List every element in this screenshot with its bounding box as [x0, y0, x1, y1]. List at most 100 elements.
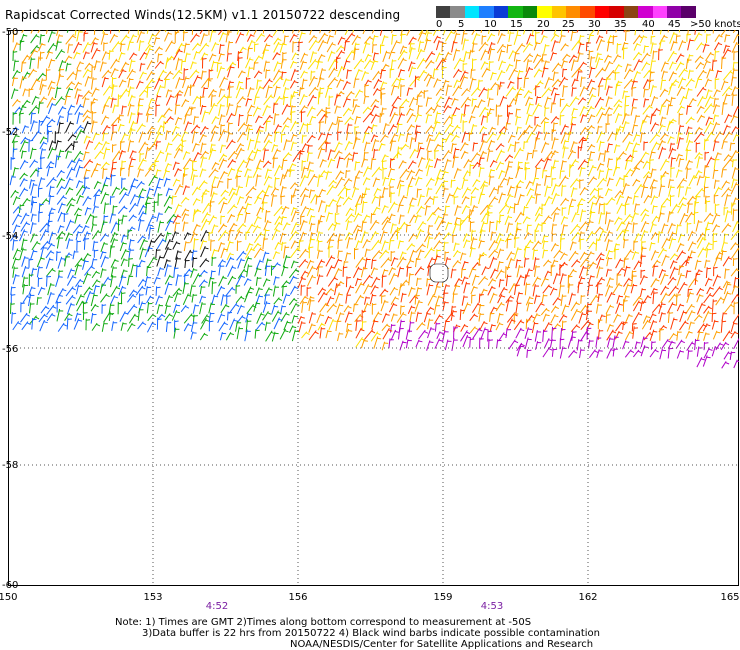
wind-barb — [325, 141, 328, 153]
wind-barb — [453, 79, 458, 89]
wind-barb-feather — [464, 71, 469, 74]
wind-barb — [525, 194, 533, 207]
wind-barb — [54, 86, 58, 99]
wind-barb-feather — [500, 239, 505, 242]
wind-barb — [470, 187, 477, 195]
wind-barb-feather — [187, 122, 192, 125]
wind-barb — [56, 169, 63, 178]
wind-barb — [639, 288, 643, 297]
wind-barb — [580, 114, 584, 123]
wind-barb-feather — [223, 202, 228, 205]
wind-barb — [705, 156, 713, 168]
wind-barb-feather — [410, 170, 416, 174]
wind-barb — [253, 70, 260, 79]
wind-barb-feather — [528, 97, 533, 100]
wind-barb-feather — [239, 213, 244, 216]
wind-barb-feather — [51, 104, 56, 106]
wind-barb — [39, 83, 44, 96]
wind-barb-feather — [11, 294, 16, 296]
wind-barb-feather — [447, 233, 452, 236]
wind-barb-feather — [705, 151, 710, 154]
wind-barb-feather — [336, 223, 341, 225]
wind-barb — [640, 151, 647, 160]
wind-barb-feather — [391, 51, 396, 54]
wind-barb-feather — [528, 114, 533, 117]
wind-barb-feather — [719, 132, 724, 135]
wind-barb-feather — [304, 176, 309, 179]
wind-barb-feather — [375, 178, 380, 181]
wind-barb-feather — [420, 250, 425, 253]
wind-barb — [586, 124, 593, 133]
wind-barb — [289, 182, 296, 190]
wind-barb-feather — [281, 195, 286, 198]
wind-barb-feather — [25, 267, 30, 269]
wind-barb — [459, 219, 462, 231]
wind-barb — [362, 41, 368, 54]
wind-barb-feather — [224, 231, 229, 235]
wind-barb-feather — [538, 214, 543, 217]
wind-barb — [218, 129, 225, 142]
wind-barb — [470, 123, 474, 135]
wind-barb-feather — [240, 275, 246, 278]
wind-barb — [407, 160, 414, 170]
wind-barb-feather — [197, 209, 202, 213]
wind-barb-feather — [584, 187, 589, 191]
wind-barb — [56, 236, 60, 249]
wind-barb-feather — [300, 215, 305, 218]
wind-barb — [495, 161, 502, 171]
wind-barb-feather — [554, 151, 559, 154]
wind-barb-feather — [104, 184, 109, 187]
wind-barb — [362, 214, 368, 224]
wind-barb — [470, 68, 473, 79]
wind-barb-feather — [384, 155, 389, 158]
wind-barb-feather — [93, 98, 99, 101]
wind-barb — [112, 104, 116, 114]
wind-barb — [451, 97, 456, 106]
wind-barb — [101, 51, 107, 61]
wind-barb — [704, 259, 707, 269]
wind-barb — [694, 55, 702, 63]
wind-barb — [399, 45, 404, 54]
wind-barb-feather — [563, 253, 568, 256]
wind-barb — [732, 158, 734, 168]
wind-barb — [38, 177, 42, 188]
wind-barb-feather — [341, 67, 346, 70]
wind-barb-feather — [656, 260, 661, 264]
wind-barb — [461, 178, 465, 190]
wind-barb — [201, 212, 209, 223]
wind-barb — [677, 136, 681, 150]
wind-barb-feather — [153, 257, 158, 261]
wind-barb — [543, 259, 550, 267]
wind-barb — [576, 30, 579, 33]
wind-barb — [254, 140, 258, 150]
wind-barb-feather — [309, 246, 314, 249]
wind-barb — [705, 267, 708, 279]
wind-barb-feather — [247, 196, 253, 199]
wind-barb — [544, 270, 549, 279]
wind-barb — [72, 223, 81, 234]
wind-barb-feather — [182, 140, 187, 142]
wind-barb — [36, 256, 42, 268]
wind-barb — [496, 43, 504, 54]
wind-barb — [721, 180, 728, 189]
wind-barb — [256, 206, 262, 217]
wind-barb — [571, 212, 577, 223]
wind-barb — [453, 242, 457, 252]
wind-barb-feather — [476, 34, 481, 36]
wind-barb-feather — [232, 188, 237, 191]
wind-barb-feather — [338, 293, 343, 296]
wind-barb-feather — [133, 53, 138, 56]
wind-barb-feather — [517, 248, 522, 250]
wind-barb — [119, 88, 128, 100]
scale-unit-label: >50 knots — [690, 19, 740, 30]
wind-barb-feather — [466, 240, 471, 242]
wind-barb — [678, 265, 681, 276]
wind-barb — [445, 193, 451, 204]
wind-barb-feather — [674, 254, 679, 257]
wind-barb-feather — [700, 115, 706, 118]
wind-barb — [495, 220, 498, 231]
wind-barb-feather — [79, 62, 84, 65]
wind-barb-feather — [29, 139, 34, 142]
wind-barb-feather — [715, 204, 720, 206]
wind-barb — [318, 188, 323, 198]
